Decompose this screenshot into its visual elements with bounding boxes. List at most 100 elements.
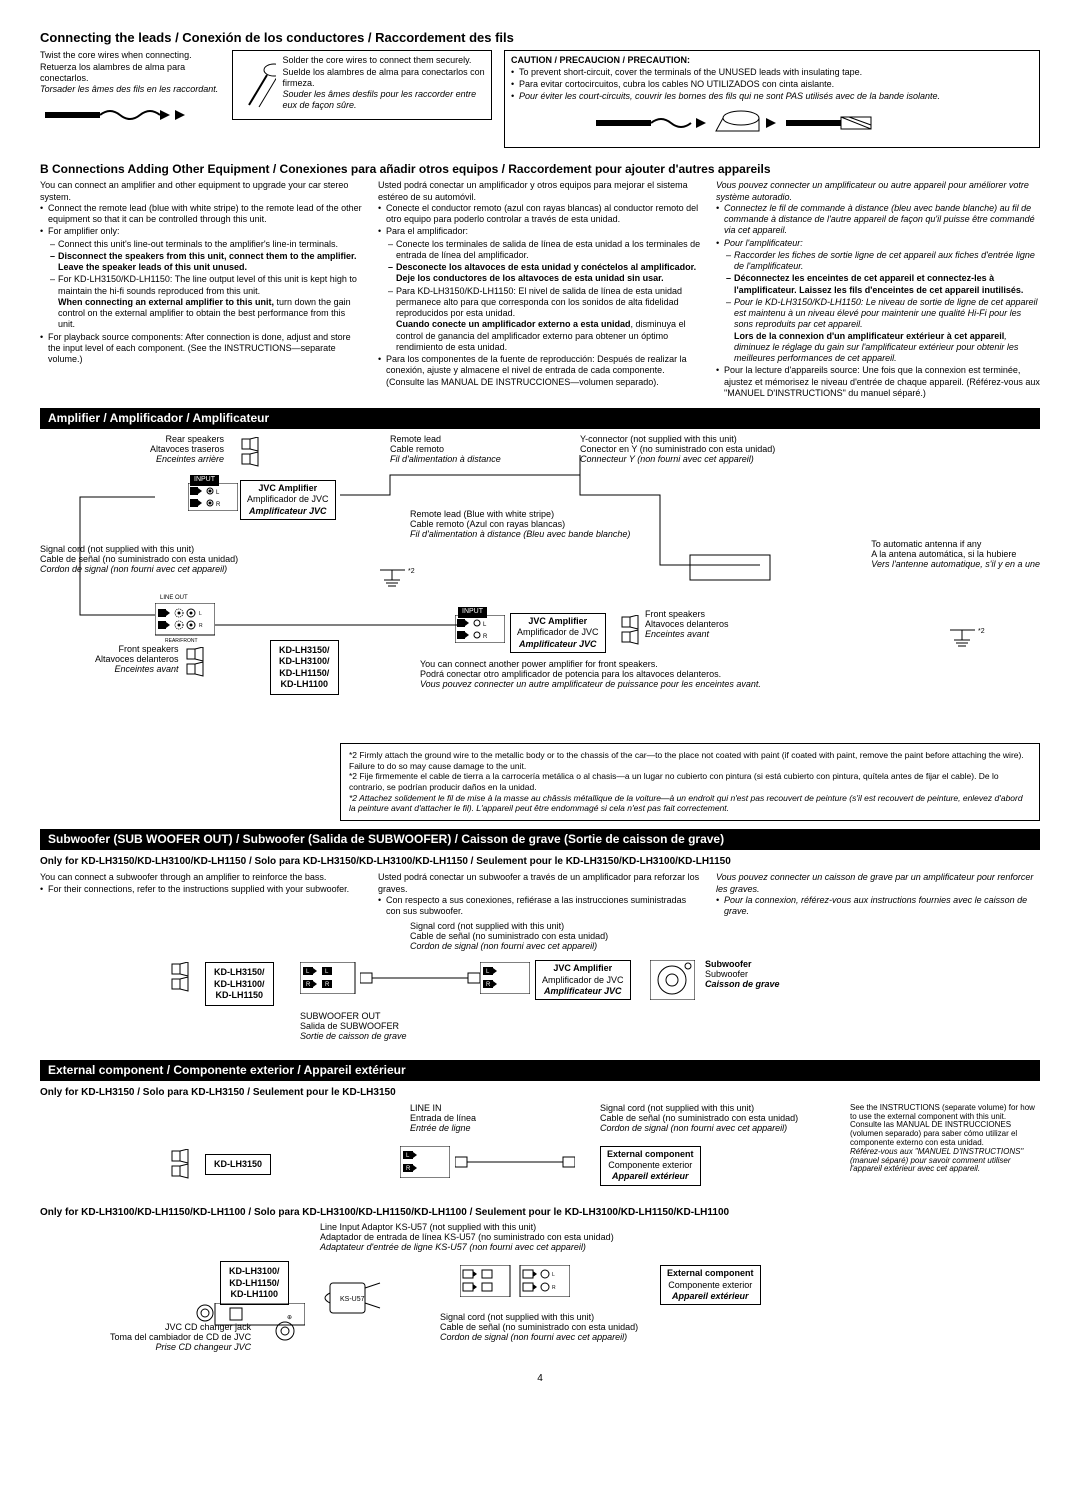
note-fr: *2 Attachez solidement le fil de mise à … [349, 793, 1031, 814]
twist-en: Twist the core wires when connecting. [40, 50, 220, 61]
ext-comp-box-2: External component Componente exterior A… [660, 1265, 761, 1305]
speaker-icon-2 [620, 615, 640, 645]
amplifier-bar: Amplifier / Amplificador / Amplificateur [40, 408, 1040, 429]
fr-b2: Pour l'amplificateur: [716, 238, 1040, 249]
cdjack-label: JVC CD changer jack Toma del cambiador d… [110, 1323, 251, 1353]
es-s3: Para KD-LH3150/KD-LH1150: El nivel de sa… [388, 286, 702, 354]
jvc-amp-box-2: JVC Amplifier Amplificador de JVC Amplif… [510, 613, 606, 653]
svg-text:R: R [552, 1285, 556, 1291]
sub-only: Only for KD-LH3150/KD-LH3100/KD-LH1150 /… [40, 856, 1040, 869]
fr-p1: Vous pouvez connecter un amplificateur o… [716, 180, 1040, 203]
en-s1: Connect this unit's line-out terminals t… [50, 239, 364, 250]
connecting-leads-section: Connecting the leads / Conexión de los c… [40, 30, 1040, 148]
es-b2: Para el amplificador: [378, 226, 702, 237]
rear-speakers-label: Rear speakers Altavoces traseros Enceint… [150, 435, 224, 465]
y-connector-label: Y-connector (not supplied with this unit… [580, 435, 775, 465]
amplifier-diagram: Rear speakers Altavoces traseros Enceint… [40, 435, 1040, 735]
ext-models2: KD-LH3100/ KD-LH1150/ KD-LH1100 [220, 1261, 289, 1305]
sub-models-box: KD-LH3150/ KD-LH3100/ KD-LH1150 [205, 962, 274, 1006]
col-fr: Vous pouvez connecter un amplificateur o… [716, 180, 1040, 400]
es-p1: Usted podrá conectar un amplificador y o… [378, 180, 702, 203]
ground-icon-2: *2 [950, 625, 990, 655]
ground-icon: *2 [380, 565, 420, 595]
linein-label: LINE IN Entrada de línea Entrée de ligne [410, 1104, 476, 1134]
rca-input-icon-2: L R [455, 615, 505, 643]
see-instructions: See the INSTRUCTIONS (separate volume) f… [850, 1104, 1040, 1174]
svg-text:R: R [199, 623, 203, 629]
sub-input-icon: L R [480, 962, 530, 994]
ext2-sigcord-label: Signal cord (not supplied with this unit… [440, 1313, 638, 1343]
ext-comp-box: External component Componente exterior A… [600, 1146, 701, 1186]
fr-s3: Pour le KD-LH3150/KD-LH1150: Le niveau d… [726, 297, 1040, 365]
external-bar: External component / Componente exterior… [40, 1060, 1040, 1081]
col-es: Usted podrá conectar un amplificador y o… [378, 180, 702, 400]
ext-model1: KD-LH3150 [205, 1154, 271, 1175]
fr-b3: Pour la lecture d'appareils source: Une … [716, 365, 1040, 399]
en-s3: For KD-LH3150/KD-LH1150: The line output… [50, 274, 364, 330]
solder-en: Solder the core wires to connect them se… [282, 55, 485, 66]
note-en: *2 Firmly attach the ground wire to the … [349, 750, 1031, 771]
front-speakers-label-r: Front speakers Altavoces delanteros Ence… [645, 610, 729, 640]
caution-box: CAUTION / PRECAUCION / PRECAUTION: To pr… [504, 50, 1040, 148]
ext2-lr-icon: L R [460, 1265, 570, 1297]
sub-sigcord-label: Signal cord (not supplied with this unit… [410, 922, 608, 952]
subwoofer-icon [650, 960, 695, 1000]
ext-only2: Only for KD-LH3100/KD-LH1150/KD-LH1100 /… [40, 1207, 1040, 1220]
adaptor-icon: KS-U57 [320, 1273, 390, 1323]
subout-label: SUBWOOFER OUT Salida de SUBWOOFER Sortie… [300, 1012, 407, 1042]
en-p1: You can connect an amplifier and other e… [40, 180, 364, 203]
speaker-icon-3 [185, 647, 205, 677]
svg-text:R: R [486, 982, 491, 988]
models-box: KD-LH3150/ KD-LH3100/ KD-LH1150/ KD-LH11… [270, 640, 339, 695]
adaptor-label: Line Input Adaptor KS-U57 (not supplied … [320, 1223, 614, 1253]
es-s2: Desconecte los altavoces de esta unidad … [388, 262, 702, 285]
fr-s1: Raccorder les fiches de sortie ligne de … [726, 250, 1040, 273]
svg-text:KS-U57: KS-U57 [340, 1296, 365, 1303]
svg-text:⊕: ⊕ [287, 1315, 292, 1321]
en-s2: Disconnect the speakers from this unit, … [50, 251, 364, 274]
svg-text:R: R [406, 1166, 411, 1172]
en-b2: For amplifier only: [40, 226, 364, 237]
twist-fr: Torsader les âmes des fils en les raccor… [40, 84, 220, 95]
page-number: 4 [40, 1373, 1040, 1386]
subwoofer-bar: Subwoofer (SUB WOOFER OUT) / Subwoofer (… [40, 829, 1040, 850]
fr-s2: Déconnectez les enceintes de cet apparei… [726, 273, 1040, 296]
external-diagram-1: LINE IN Entrada de línea Entrée de ligne… [40, 1104, 1040, 1199]
svg-text:*2: *2 [408, 568, 415, 575]
speaker-icon-ext [170, 1149, 190, 1179]
ext-lr-icon: L R [400, 1146, 450, 1178]
twist-text: Twist the core wires when connecting. Re… [40, 50, 220, 135]
solder-es: Suelde los alambres de alma para conecta… [282, 67, 485, 90]
fr-b1: Connectez le fil de commande à distance … [716, 203, 1040, 237]
en-b1: Connect the remote lead (blue with white… [40, 203, 364, 226]
section-b-heading: B Connections Adding Other Equipment / C… [40, 162, 1040, 177]
jvc-amp-box-1: JVC Amplifier Amplificador de JVC Amplif… [240, 480, 336, 520]
lineout-label: LINE OUT [160, 595, 188, 603]
svg-text:*2: *2 [978, 628, 985, 635]
sub-lr-icon: LL RR [300, 962, 360, 994]
speaker-icon-sw [170, 962, 190, 992]
svg-text:REAR/FRONT: REAR/FRONT [165, 638, 198, 643]
remote-lead-label: Remote lead Cable remoto Fil d'alimentat… [390, 435, 501, 465]
front-speakers-label-l: Front speakers Altavoces delanteros Ence… [95, 645, 179, 675]
sub-col-en: You can connect a subwoofer through an a… [40, 872, 364, 918]
another-amp-text: You can connect another power amplifier … [420, 660, 761, 690]
caution-es: Para evitar cortocircuitos, cubra los ca… [511, 79, 1033, 90]
subwoofer-label: Subwoofer Subwoofer Caisson de grave [705, 960, 780, 990]
caution-fr: Pour éviter les court-circuits, couvrir … [511, 91, 1033, 102]
caution-en: To prevent short-circuit, cover the term… [511, 67, 1033, 78]
remote-blue-label: Remote lead (Blue with white stripe) Cab… [410, 510, 630, 540]
antenna-label: To automatic antenna if any A la antena … [871, 540, 1040, 570]
note-box: *2 Firmly attach the ground wire to the … [340, 743, 1040, 821]
sub-cable-icon [360, 970, 480, 986]
es-b3: Para los componentes de la fuente de rep… [378, 354, 702, 388]
solder-iron-icon [239, 55, 276, 115]
svg-text:L: L [483, 622, 487, 628]
twist-wire-icon [40, 95, 200, 135]
es-b1: Conecte el conductor remoto (azul con ra… [378, 203, 702, 226]
section-b: B Connections Adding Other Equipment / C… [40, 162, 1040, 400]
solder-fr: Souder les âmes desfils pour les raccord… [282, 89, 485, 112]
caution-title: CAUTION / PRECAUCION / PRECAUTION: [511, 55, 1033, 66]
ext-sigcord-label: Signal cord (not supplied with this unit… [600, 1104, 798, 1134]
svg-text:L: L [216, 490, 220, 496]
